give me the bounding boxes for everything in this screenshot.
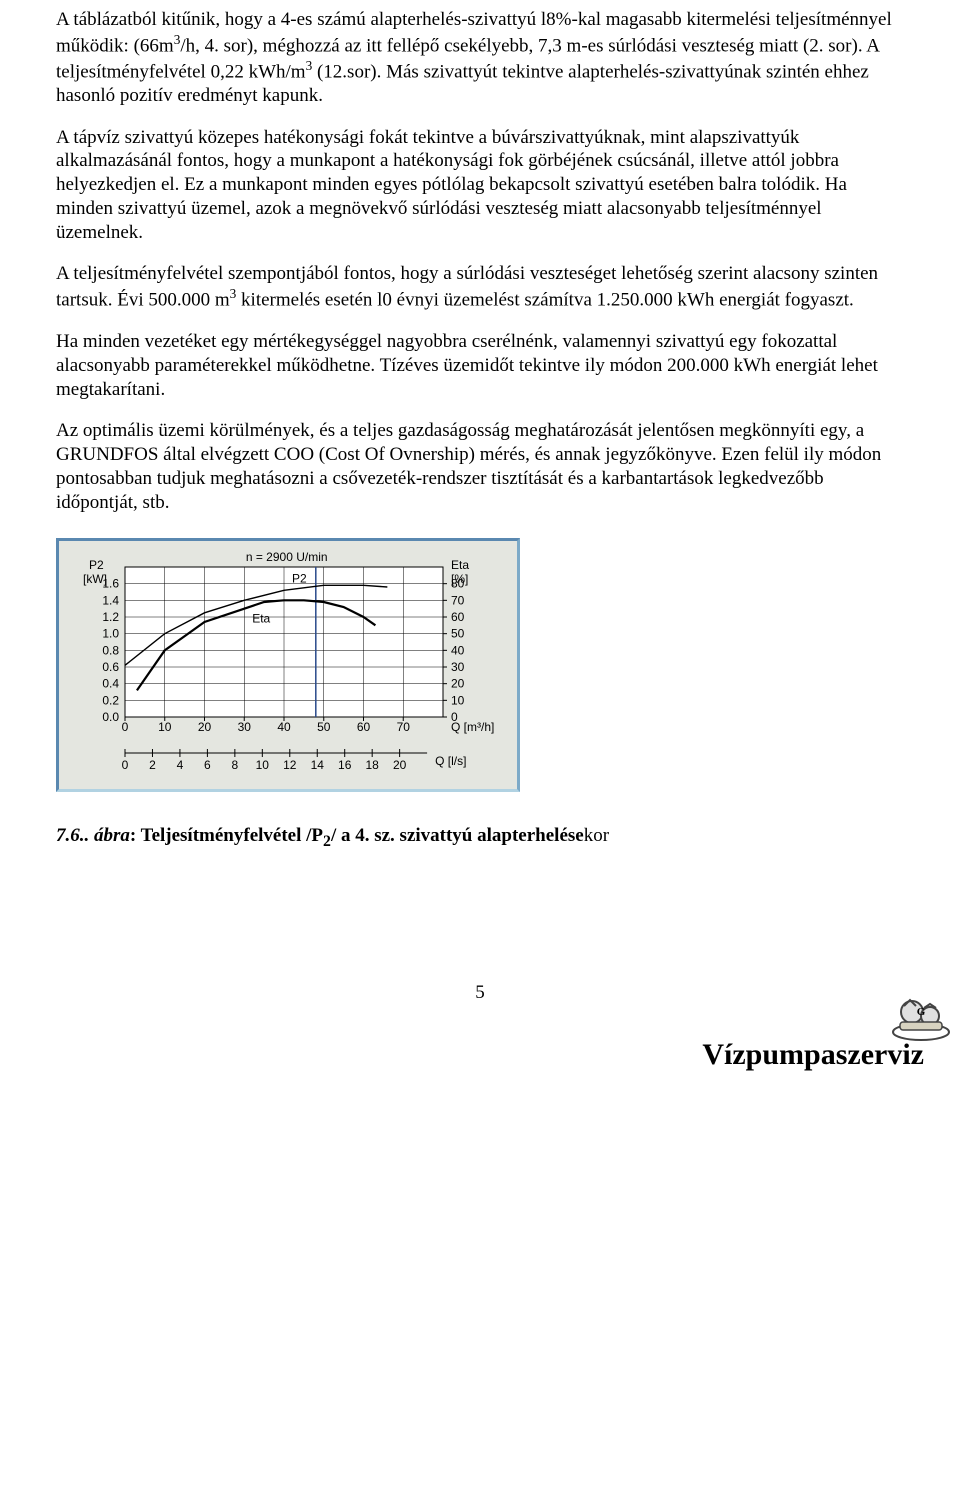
svg-text:Eta: Eta xyxy=(451,558,469,572)
svg-text:8: 8 xyxy=(232,758,239,772)
figure-caption: 7.6.. ábra: Teljesítményfelvétel /P2/ a … xyxy=(56,824,904,852)
brand-name: Vízpumpaszerviz xyxy=(702,1038,924,1072)
svg-text:n = 2900 U/min: n = 2900 U/min xyxy=(246,550,328,564)
caption-prefix: 7.6.. ábra xyxy=(56,825,130,846)
svg-text:50: 50 xyxy=(317,720,331,734)
svg-text:[%]: [%] xyxy=(451,572,468,586)
pump-chart: 0.00.20.40.60.81.01.21.41.60102030405060… xyxy=(63,545,519,785)
paragraph-1: A táblázatból kitűnik, hogy a 4-es számú… xyxy=(56,8,904,108)
caption-bold2: / a 4. sz. szivattyú alapterhelése xyxy=(331,825,584,846)
svg-text:18: 18 xyxy=(365,758,379,772)
svg-text:Q [l/s]: Q [l/s] xyxy=(435,754,466,768)
svg-text:60: 60 xyxy=(451,610,465,624)
svg-text:0.8: 0.8 xyxy=(102,644,119,658)
paragraph-5: Az optimális üzemi körülmények, és a tel… xyxy=(56,419,904,514)
svg-text:10: 10 xyxy=(158,720,172,734)
svg-text:0.4: 0.4 xyxy=(102,677,119,691)
text: kitermelés esetén l0 évnyi üzemelést szá… xyxy=(236,289,853,310)
svg-text:50: 50 xyxy=(451,627,465,641)
svg-text:10: 10 xyxy=(451,694,465,708)
svg-text:P2: P2 xyxy=(292,572,307,586)
svg-text:0: 0 xyxy=(122,720,129,734)
brand-logo-icon: G xyxy=(890,992,952,1042)
svg-text:30: 30 xyxy=(238,720,252,734)
paragraph-2: A tápvíz szivattyú közepes hatékonysági … xyxy=(56,126,904,245)
svg-text:[kW]: [kW] xyxy=(83,572,107,586)
svg-text:P2: P2 xyxy=(89,558,104,572)
svg-text:0.2: 0.2 xyxy=(102,694,119,708)
page-footer: 5 G Vízpumpaszerviz xyxy=(56,982,904,1062)
svg-text:4: 4 xyxy=(177,758,184,772)
paragraph-4: Ha minden vezetéket egy mértékegységgel … xyxy=(56,330,904,401)
svg-text:40: 40 xyxy=(277,720,291,734)
svg-text:1.0: 1.0 xyxy=(102,627,119,641)
svg-text:Q [m³/h]: Q [m³/h] xyxy=(451,720,494,734)
chart-container: 0.00.20.40.60.81.01.21.41.60102030405060… xyxy=(56,538,904,792)
caption-bold: : Teljesítményfelvétel /P xyxy=(130,825,323,846)
svg-text:1.2: 1.2 xyxy=(102,610,119,624)
svg-text:20: 20 xyxy=(198,720,212,734)
svg-text:0.6: 0.6 xyxy=(102,660,119,674)
svg-text:70: 70 xyxy=(451,594,465,608)
svg-text:70: 70 xyxy=(397,720,411,734)
paragraph-3: A teljesítményfelvétel szempontjából fon… xyxy=(56,262,904,312)
svg-text:16: 16 xyxy=(338,758,352,772)
svg-text:2: 2 xyxy=(149,758,156,772)
chart-frame: 0.00.20.40.60.81.01.21.41.60102030405060… xyxy=(56,538,520,792)
svg-text:0.0: 0.0 xyxy=(102,710,119,724)
svg-text:G: G xyxy=(917,1006,926,1018)
svg-text:40: 40 xyxy=(451,644,465,658)
svg-text:1.4: 1.4 xyxy=(102,594,119,608)
svg-text:14: 14 xyxy=(311,758,325,772)
svg-text:6: 6 xyxy=(204,758,211,772)
svg-text:20: 20 xyxy=(451,677,465,691)
svg-text:12: 12 xyxy=(283,758,297,772)
page-number: 5 xyxy=(56,982,904,1004)
svg-text:10: 10 xyxy=(256,758,270,772)
svg-text:60: 60 xyxy=(357,720,371,734)
svg-text:30: 30 xyxy=(451,660,465,674)
caption-tail: kor xyxy=(584,825,609,846)
caption-sub: 2 xyxy=(323,833,331,850)
svg-text:Eta: Eta xyxy=(252,612,270,626)
svg-text:0: 0 xyxy=(122,758,129,772)
svg-text:20: 20 xyxy=(393,758,407,772)
